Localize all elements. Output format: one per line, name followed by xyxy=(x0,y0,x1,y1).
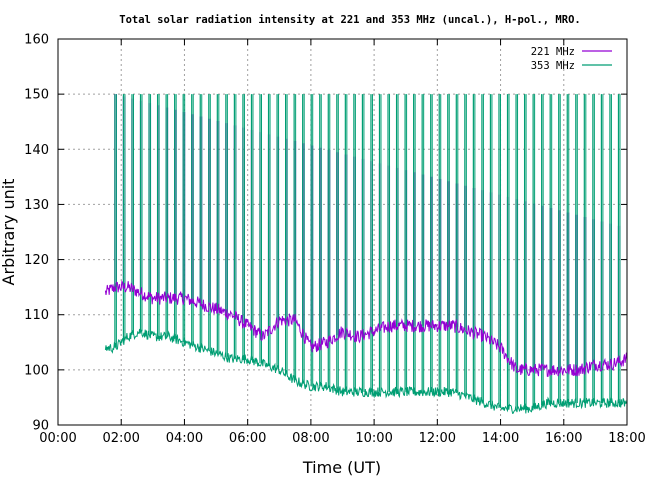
x-axis-label: Time (UT) xyxy=(302,458,381,477)
legend: 221 MHz 353 MHz xyxy=(531,46,612,72)
series-line-0 xyxy=(104,280,628,377)
y-tick-label: 130 xyxy=(24,198,49,213)
legend-label-0: 221 MHz xyxy=(531,46,575,58)
y-tick-label: 160 xyxy=(24,33,49,48)
y-axis-label: Arbitrary unit xyxy=(0,179,18,286)
series-line-1 xyxy=(104,328,628,415)
y-tick-label: 120 xyxy=(24,253,49,268)
series-lines xyxy=(104,280,628,415)
x-tick-label: 06:00 xyxy=(229,431,266,446)
y-tick-label: 90 xyxy=(32,419,49,434)
axis-ticks: 00:00 02:00 04:00 06:00 08:00 10:00 12:00 14:00… xyxy=(24,33,646,447)
x-tick-label: 08:00 xyxy=(292,431,329,446)
x-tick-label: 12:00 xyxy=(419,431,456,446)
x-tick-label: 14:00 xyxy=(482,431,519,446)
chart-title: Total solar radiation intensity at 221 a… xyxy=(119,14,580,26)
x-tick-label: 18:00 xyxy=(608,431,645,446)
x-tick-label: 04:00 xyxy=(166,431,203,446)
x-tick-label: 02:00 xyxy=(102,431,139,446)
y-tick-label: 140 xyxy=(24,143,49,158)
x-tick-label: 00:00 xyxy=(39,431,76,446)
x-tick-label: 16:00 xyxy=(545,431,582,446)
y-tick-label: 100 xyxy=(24,363,49,378)
y-tick-label: 150 xyxy=(24,88,49,103)
y-tick-label: 110 xyxy=(24,308,49,323)
plot-frame xyxy=(57,38,628,426)
x-tick-label: 10:00 xyxy=(355,431,392,446)
legend-label-1: 353 MHz xyxy=(531,60,575,72)
